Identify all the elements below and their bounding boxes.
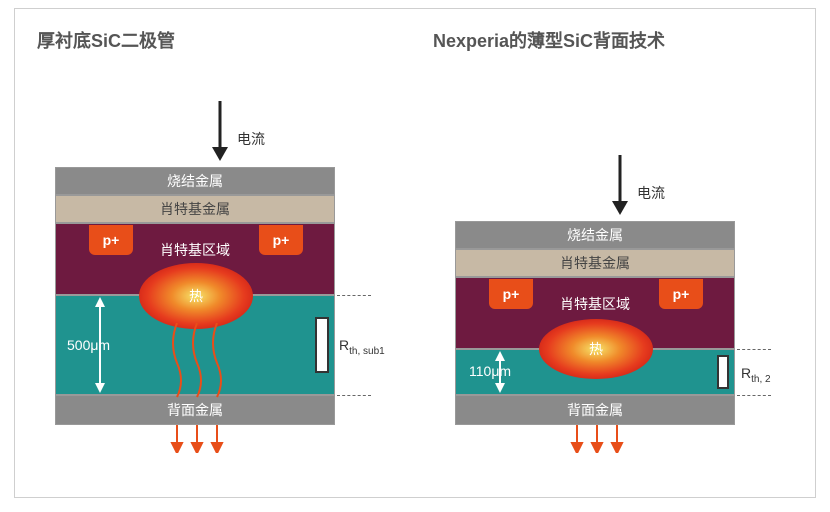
right-rth-label: Rth, 2 <box>741 365 771 385</box>
left-dash-top <box>337 295 371 296</box>
left-current-label: 电流 <box>237 129 265 149</box>
left-diagram: 电流 烧结金属 肖特基金属 肖特基区域 背面金属 p+ p+ 热 <box>55 99 365 479</box>
right-dash-top <box>737 349 771 350</box>
left-pplus-right: p+ <box>259 225 303 255</box>
right-resistor-icon <box>717 355 729 389</box>
right-current-arrow-icon <box>610 153 630 215</box>
right-layer-sinter: 烧结金属 <box>455 221 735 249</box>
current-arrow-icon <box>210 99 230 161</box>
left-resistor-icon <box>315 317 329 373</box>
comparison-frame: 厚衬底SiC二极管 Nexperia的薄型SiC背面技术 电流 烧结金属 肖特基… <box>14 8 816 498</box>
right-layer-sinter-label: 烧结金属 <box>567 225 623 245</box>
left-pplus-left: p+ <box>89 225 133 255</box>
left-layer-sinter: 烧结金属 <box>55 167 335 195</box>
right-heat-out-arrows-icon <box>567 425 627 458</box>
left-rth-label: Rth, sub1 <box>339 337 385 357</box>
left-heat-label: 热 <box>189 286 203 306</box>
right-current-label: 电流 <box>637 183 665 203</box>
left-layer-sinter-label: 烧结金属 <box>167 171 223 191</box>
right-layer-schottky: 肖特基金属 <box>455 249 735 277</box>
left-dash-bot <box>337 395 371 396</box>
right-layer-back-label: 背面金属 <box>567 400 623 420</box>
left-heat-out-arrows-icon <box>167 425 227 458</box>
left-heat-waves-icon <box>167 323 227 404</box>
right-layer-back: 背面金属 <box>455 395 735 425</box>
right-dash-bot <box>737 395 771 396</box>
right-pplus-right: p+ <box>659 279 703 309</box>
right-heat-region: 热 <box>539 319 653 379</box>
left-layer-schottky-label: 肖特基金属 <box>160 199 230 219</box>
right-thickness-label: 110μm <box>469 363 511 379</box>
right-pplus-left: p+ <box>489 279 533 309</box>
left-title: 厚衬底SiC二极管 <box>37 27 175 53</box>
right-diagram: 电流 烧结金属 肖特基金属 肖特基区域 背面金属 p+ p+ 热 110μm <box>455 153 765 479</box>
right-layer-schottky-label: 肖特基金属 <box>560 253 630 273</box>
left-layer-schottky: 肖特基金属 <box>55 195 335 223</box>
right-title: Nexperia的薄型SiC背面技术 <box>433 27 665 53</box>
left-thickness-label: 500μm <box>67 337 110 353</box>
left-layer-region-label: 肖特基区域 <box>160 240 230 260</box>
left-heat-region: 热 <box>139 263 253 329</box>
right-heat-label: 热 <box>589 339 603 359</box>
right-layer-region-label: 肖特基区域 <box>560 294 630 314</box>
